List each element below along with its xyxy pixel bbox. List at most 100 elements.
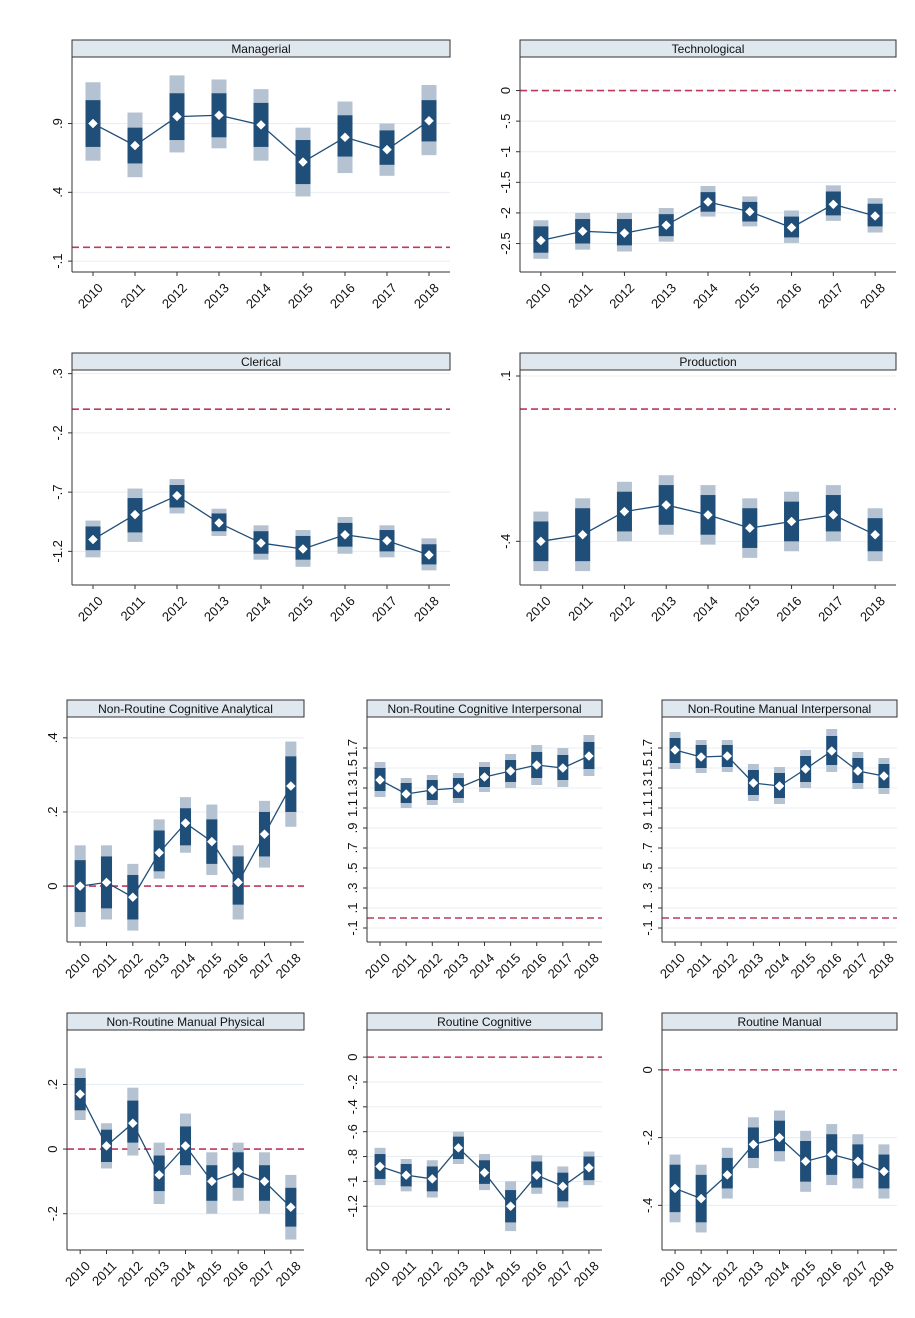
x-tick-label: 2013 bbox=[201, 593, 232, 624]
x-tick-label: 2012 bbox=[115, 950, 146, 981]
y-tick-label: 1.5 bbox=[640, 759, 655, 777]
panel-7: Non-Routine Manual Physical-.20.22010201… bbox=[45, 1012, 305, 1289]
x-tick-label: 2011 bbox=[684, 950, 714, 980]
x-tick-label: 2017 bbox=[815, 280, 846, 311]
point-marker bbox=[75, 1089, 86, 1100]
point-marker bbox=[130, 509, 140, 520]
point-marker bbox=[557, 763, 568, 773]
point-marker bbox=[584, 1162, 594, 1173]
point-marker bbox=[401, 789, 412, 799]
x-tick-label: 2018 bbox=[866, 950, 897, 981]
y-tick-label: .9 bbox=[640, 823, 655, 834]
panel-title: Clerical bbox=[241, 355, 281, 369]
y-tick-label: .4 bbox=[45, 732, 60, 743]
point-marker bbox=[828, 510, 839, 520]
point-marker bbox=[505, 1201, 516, 1212]
panel-8: Routine Cognitive 0 -.2 -.4 -.6 -.8 -1 -1.2 2010… bbox=[345, 1012, 603, 1289]
point-marker bbox=[214, 518, 224, 528]
x-tick-label: 2015 bbox=[492, 1258, 523, 1289]
y-tick-label: -.4 bbox=[640, 1198, 655, 1213]
x-tick-label: 2010 bbox=[657, 950, 688, 981]
x-tick-label: 2010 bbox=[362, 1258, 393, 1289]
panel-title-box bbox=[66, 1012, 305, 1031]
x-tick-label: 2016 bbox=[773, 280, 804, 311]
panel-title: Routine Manual bbox=[737, 1015, 821, 1029]
y-tick-label: -.8 bbox=[345, 1149, 360, 1164]
y-tick-label: 0 bbox=[45, 1145, 60, 1152]
point-marker bbox=[852, 1156, 863, 1167]
x-tick-label: 2017 bbox=[815, 593, 846, 624]
point-marker bbox=[285, 781, 296, 791]
x-tick-label: 2015 bbox=[194, 950, 225, 981]
point-marker bbox=[285, 1202, 296, 1213]
panel-title-box bbox=[519, 39, 897, 58]
y-tick-label: .5 bbox=[640, 863, 655, 874]
point-marker bbox=[852, 766, 863, 776]
y-tick-label: .5 bbox=[345, 863, 360, 874]
panel-title: Production bbox=[679, 355, 736, 369]
point-marker bbox=[375, 1161, 385, 1172]
point-marker bbox=[453, 1142, 464, 1153]
point-marker bbox=[424, 115, 434, 126]
x-tick-label: 2010 bbox=[62, 950, 93, 981]
panel-9: Routine Manual-.4-.202010201120122013201… bbox=[640, 1012, 898, 1289]
panel-title: Non-Routine Manual Interpersonal bbox=[688, 702, 871, 716]
y-tick-label: -.2 bbox=[50, 425, 65, 440]
point-marker bbox=[127, 892, 138, 903]
y-tick-label: -2.5 bbox=[498, 232, 513, 254]
x-tick-label: 2013 bbox=[141, 950, 172, 981]
point-marker bbox=[800, 1156, 811, 1167]
y-tick-label: .3 bbox=[50, 368, 65, 379]
point-marker bbox=[696, 752, 707, 762]
point-marker bbox=[505, 766, 516, 776]
y-tick-label: -2 bbox=[498, 207, 513, 219]
point-marker bbox=[172, 490, 182, 501]
point-marker bbox=[259, 829, 270, 840]
point-marker bbox=[172, 111, 182, 122]
x-tick-label: 2017 bbox=[840, 950, 871, 981]
panel-6: Non-Routine Manual Interpersonal -.1 .1 .3.… bbox=[640, 699, 898, 981]
x-tick-label: 2012 bbox=[414, 1258, 445, 1289]
x-tick-label: 2010 bbox=[62, 1258, 93, 1289]
y-tick-label: .1 bbox=[640, 903, 655, 914]
y-tick-label: .7 bbox=[345, 843, 360, 854]
point-marker bbox=[88, 534, 98, 545]
x-tick-label: 2014 bbox=[466, 950, 497, 981]
x-tick-label: 2010 bbox=[523, 593, 554, 624]
x-tick-label: 2016 bbox=[327, 280, 358, 311]
point-marker bbox=[722, 751, 733, 761]
y-tick-label: 1.3 bbox=[345, 779, 360, 797]
x-tick-label: 2018 bbox=[857, 593, 888, 624]
x-tick-label: 2010 bbox=[75, 593, 106, 624]
y-tick-label: -.1 bbox=[50, 254, 65, 269]
point-marker bbox=[774, 1132, 785, 1143]
point-marker bbox=[375, 775, 385, 785]
panel-title: Routine Cognitive bbox=[437, 1015, 532, 1029]
x-tick-label: 2011 bbox=[565, 280, 595, 310]
x-tick-label: 2016 bbox=[327, 593, 358, 624]
x-tick-label: 2014 bbox=[690, 280, 721, 311]
x-tick-label: 2014 bbox=[690, 593, 721, 624]
point-marker bbox=[427, 1174, 438, 1184]
point-marker bbox=[214, 110, 224, 121]
x-tick-label: 2013 bbox=[648, 280, 679, 311]
x-tick-label: 2014 bbox=[167, 1258, 198, 1289]
x-tick-label: 2017 bbox=[369, 280, 400, 311]
x-tick-label: 2014 bbox=[466, 1258, 497, 1289]
x-tick-label: 2016 bbox=[220, 950, 251, 981]
panel-title-box bbox=[661, 699, 898, 718]
x-tick-label: 2012 bbox=[709, 950, 740, 981]
x-tick-label: 2014 bbox=[761, 1258, 792, 1289]
x-tick-label: 2012 bbox=[606, 280, 637, 311]
x-tick-label: 2010 bbox=[657, 1258, 688, 1289]
point-marker bbox=[826, 746, 837, 756]
x-tick-label: 2011 bbox=[389, 1258, 419, 1288]
point-marker bbox=[828, 199, 839, 210]
y-tick-label: -1 bbox=[345, 1176, 360, 1188]
point-marker bbox=[879, 1166, 889, 1177]
y-tick-label: 0 bbox=[640, 1066, 655, 1073]
x-tick-label: 2013 bbox=[440, 1258, 471, 1289]
y-tick-label: .3 bbox=[640, 883, 655, 894]
panel-title: Non-Routine Cognitive Interpersonal bbox=[387, 702, 581, 716]
point-marker bbox=[879, 771, 889, 781]
